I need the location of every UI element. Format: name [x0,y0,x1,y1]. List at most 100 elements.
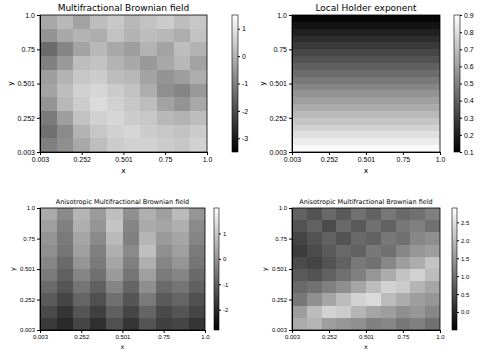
axis-line [293,153,441,156]
cell [157,111,174,125]
cell [174,15,191,29]
axis-line [461,16,463,153]
tick-mark [289,15,292,16]
cell [57,84,74,98]
cell [124,56,141,70]
cell [140,70,157,84]
tick-label: 1.0 [201,334,210,340]
tick: -1 [219,282,229,288]
cell [57,138,74,152]
cell [172,257,189,270]
cell [292,42,440,49]
tick-label: 0.8 [464,29,474,36]
cell [174,138,191,152]
axis-line [289,16,293,153]
cell [73,97,90,111]
cell [366,232,381,245]
tick-mark [205,330,206,333]
tick: 0.3 [460,114,474,121]
cell [190,56,207,70]
cell [139,318,156,330]
cell [107,84,124,98]
tick-mark [37,15,40,16]
y-axis-title: y [261,267,269,271]
cell [366,318,381,330]
cell [322,208,337,221]
cell [292,318,307,330]
cell [381,269,396,282]
tick-mark [289,49,292,50]
tick-mark [460,118,462,119]
cell [106,245,123,258]
cell [156,208,173,221]
cell [73,257,90,270]
cell [336,318,351,330]
tick-mark [460,49,462,50]
cell [351,232,366,245]
tick: 0.003 [285,330,301,340]
tick-mark [403,330,404,333]
tick: 1.0 [279,205,292,211]
cell [172,232,189,245]
cell [73,293,90,306]
cell [381,220,396,233]
tick-label: 0.501 [115,334,131,340]
tick-label: 0.003 [20,327,36,333]
cell [292,281,307,294]
cell [57,281,74,294]
tick-mark [219,284,221,285]
cell [189,257,206,270]
cell [189,281,206,294]
cell [396,245,411,258]
cell [57,97,74,111]
cell [172,293,189,306]
tick-mark [37,269,40,270]
cell [157,97,174,111]
cell [124,125,141,139]
cell [366,269,381,282]
cell [57,245,74,258]
tick-mark [122,330,123,333]
cell [73,111,90,125]
cell [366,208,381,221]
tick-mark [289,152,292,153]
tick-mark [238,29,240,30]
tick: 0.75 [275,236,292,242]
cell [307,220,322,233]
y-axis: 0.0030.2520.5010.751.0 [20,205,41,333]
tick: 1.0 [436,152,446,163]
cell [57,56,74,70]
tick-mark [219,233,221,234]
cell [410,257,425,270]
cell [189,220,206,233]
cell [156,318,173,330]
title: Multifractional Brownian field [58,3,190,13]
cell [139,293,156,306]
tick-label: -2 [242,108,248,115]
cell [40,281,57,294]
tick-label: 0.3 [464,114,474,121]
cell [381,293,396,306]
cell [73,269,90,282]
cell [190,15,207,29]
cell [139,208,156,221]
cell [106,269,123,282]
cell [351,269,366,282]
cell [307,245,322,258]
cell [410,306,425,319]
tick-mark [460,135,462,136]
cell [107,70,124,84]
cell [292,104,440,111]
cell [189,293,206,306]
tick-mark [81,330,82,333]
cell [292,90,440,97]
cell [139,306,156,319]
colorbar [452,208,457,330]
cell [307,318,322,330]
cell [174,97,191,111]
tick: 0.6 [460,63,474,70]
cell [190,125,207,139]
cell [57,125,74,139]
cell [322,245,337,258]
tick: 0.501 [17,80,40,87]
